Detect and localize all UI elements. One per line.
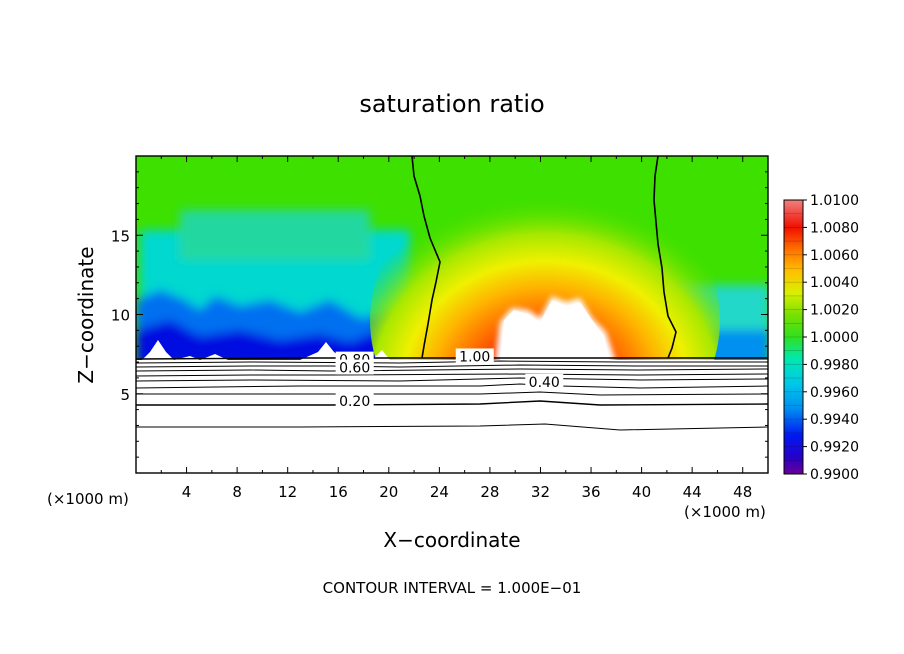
colorbar: 1.0100 1.0080 1.0060 1.0040 1.0020 1.0000 0.99… [783, 193, 859, 483]
contour-label-bg [455, 348, 494, 364]
contour-line-0-20 [136, 400, 768, 406]
contour-line-0-70 [136, 368, 768, 372]
field-lower-white [136, 360, 768, 473]
x-unit-left: (×1000 m) [47, 490, 129, 508]
chart-title: saturation ratio [359, 90, 544, 118]
contour-label: 0.40 [529, 375, 560, 391]
contour-line-0-60 [136, 373, 768, 377]
colorbar-label: 1.0100 [810, 193, 859, 209]
y-axis-title: Z−coordinate [74, 246, 98, 383]
x-axis-title: X−coordinate [383, 528, 520, 552]
y-tick-label: 10 [111, 307, 130, 325]
contour-line-0-50 [136, 377, 768, 382]
contour-interval-note: CONTOUR INTERVAL = 1.000E−01 [323, 579, 582, 597]
contour-lines [136, 357, 768, 431]
colorbar-ramp [784, 200, 803, 474]
x-tick-label: 48 [733, 483, 752, 501]
contour-1-00-left [411, 156, 441, 359]
x-tick-label: 20 [379, 483, 398, 501]
x-axis-ticks: 4 8 12 16 20 24 28 32 36 40 44 48 [160, 156, 752, 501]
colorbar-label: 0.9980 [810, 357, 859, 373]
contour-label-bg [525, 373, 564, 389]
x-tick-label: 32 [531, 483, 550, 501]
saturation-field [136, 156, 768, 473]
x-tick-label: 4 [182, 483, 192, 501]
colorbar-label: 0.9960 [810, 385, 859, 401]
colorbar-label: 1.0000 [810, 330, 859, 346]
colorbar-label: 1.0080 [810, 220, 859, 236]
contour-label-bg [335, 359, 374, 375]
x-tick-label: 28 [480, 483, 499, 501]
contour-line-0-90 [136, 360, 768, 364]
field-teal-left-top [180, 210, 370, 260]
y-axis-ticks: 5 10 15 [111, 171, 768, 458]
colorbar-label: 1.0040 [810, 275, 859, 291]
contour-label-bg [335, 392, 374, 408]
y-tick-label: 5 [120, 386, 130, 404]
contour-labels: 1.000.800.600.400.20 [335, 348, 564, 410]
y-tick-label: 15 [111, 227, 130, 245]
contour-line-0-80 [136, 364, 768, 368]
contour-label: 0.20 [339, 394, 370, 410]
colorbar-label: 0.9940 [810, 412, 859, 428]
x-tick-label: 12 [278, 483, 297, 501]
colorbar-labels: 1.0100 1.0080 1.0060 1.0040 1.0020 1.0000 0.99… [803, 193, 859, 483]
contour-1-00-right [653, 156, 677, 359]
x-tick-label: 36 [581, 483, 600, 501]
colorbar-label: 1.0020 [810, 303, 859, 319]
colorbar-label: 0.9920 [810, 440, 859, 456]
contour-line-0-40 [136, 383, 768, 389]
x-tick-label: 24 [430, 483, 449, 501]
contour-line-0-30 [136, 391, 768, 396]
colorbar-label: 1.0060 [810, 248, 859, 264]
x-tick-label: 40 [632, 483, 651, 501]
field-white-cloud-core [500, 300, 610, 362]
x-tick-label: 8 [232, 483, 242, 501]
contour-label: 0.60 [339, 361, 370, 377]
contour-line-0-10 [136, 423, 768, 431]
x-tick-label: 16 [329, 483, 348, 501]
x-tick-label: 44 [683, 483, 702, 501]
contour-label: 1.00 [459, 349, 490, 365]
x-unit-right: (×1000 m) [684, 503, 766, 521]
colorbar-label: 0.9900 [810, 467, 859, 483]
colorbar-level-lines [784, 199, 803, 475]
